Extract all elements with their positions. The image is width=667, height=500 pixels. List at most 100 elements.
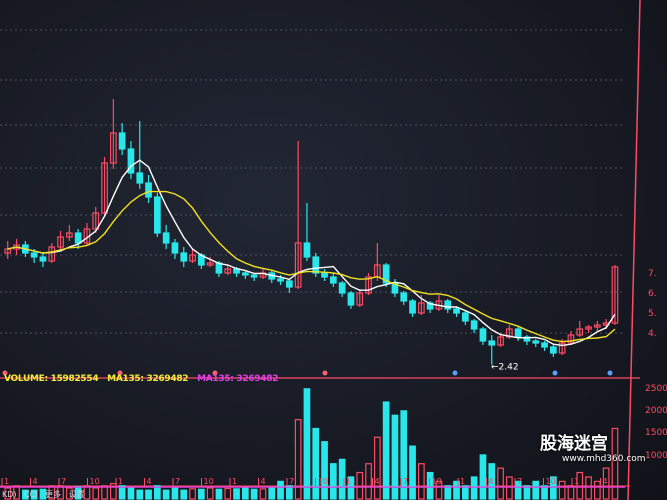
tab-settings[interactable]: 设置 [68, 490, 85, 499]
tab-cci[interactable]: CCI [24, 490, 38, 499]
volume-bar [180, 489, 188, 500]
event-marker [452, 370, 458, 376]
price-tick-label: 7. [648, 269, 657, 279]
ma-long-line [7, 190, 616, 343]
candle-down [312, 256, 320, 274]
candle-down [338, 282, 346, 294]
x-tick-label: 10 [546, 477, 556, 486]
volume-bar [294, 419, 302, 500]
x-tick-label: 4 [147, 477, 152, 486]
x-tick-label: 1 [574, 477, 579, 486]
volume-bar [39, 488, 47, 500]
event-marker [552, 370, 558, 376]
volume-bar [435, 480, 443, 500]
candle-down [409, 300, 416, 314]
volume-bar [356, 471, 364, 500]
volume-bar [523, 485, 531, 500]
volume-bar [136, 489, 144, 500]
tab-more[interactable]: 更多 [45, 490, 62, 499]
candle-down [215, 262, 223, 274]
low-price-annotation: ←2.42 [491, 363, 519, 373]
x-tick-label: 7 [61, 477, 66, 486]
candle-down [242, 272, 249, 276]
candle-down [532, 340, 540, 344]
volume-legend: VOLUME: 15982554 MA135: 3269482 MA135: 3… [4, 374, 284, 384]
candle-down [277, 278, 284, 282]
candle-down [453, 308, 460, 314]
volume-bar [426, 471, 434, 500]
volume-tick-label: 15000 [645, 428, 667, 438]
candle-down [30, 252, 38, 258]
candle-up [101, 162, 108, 214]
candle-up [506, 328, 513, 338]
volume-bar [549, 476, 557, 500]
x-tick-label: 10 [432, 477, 442, 486]
event-marker [607, 370, 613, 376]
ma-short-line [7, 159, 616, 347]
volume-bar [470, 476, 478, 500]
volume-bar [22, 489, 29, 500]
volume-bar [541, 485, 548, 500]
watermark-logo: 股海迷宫 www.mhd360.com [540, 434, 646, 465]
candle-down [330, 276, 337, 284]
watermark-url: www.mhd360.com [562, 454, 646, 464]
candle-down [321, 272, 328, 278]
price-axis-line [627, 0, 641, 500]
volume-ma2-label: MA135: 3269482 [197, 374, 279, 384]
watermark-brand: 股海迷宫 [540, 434, 608, 454]
candle-down [171, 242, 179, 254]
volume-bar [567, 485, 575, 500]
candle-down [462, 312, 469, 322]
x-tick-label: 1 [118, 477, 123, 486]
candle-down [470, 320, 478, 330]
volume-bar [145, 489, 152, 500]
volume-bar [109, 482, 117, 500]
event-marker [2, 370, 8, 376]
volume-bar [365, 463, 372, 500]
volume-bar [532, 480, 540, 500]
volume-bar [611, 427, 619, 500]
tab-kd[interactable]: KD) [2, 490, 17, 499]
indicator-tabs: KD) CCI 更多 设置 [2, 490, 90, 499]
volume-bar [242, 487, 249, 500]
volume-bar [30, 489, 38, 500]
volume-bar [268, 487, 276, 500]
volume-bar [444, 485, 452, 500]
volume-tick-label: 25000 [645, 384, 667, 394]
volume-bar [374, 436, 381, 500]
price-tick-label: 4. [648, 329, 657, 339]
volume-bar [479, 454, 487, 500]
volume-bar [127, 487, 135, 500]
candle-down [549, 346, 557, 354]
candle-down [444, 300, 452, 310]
event-marker [117, 370, 123, 376]
candle-up [92, 212, 100, 230]
volume-bar [101, 485, 108, 500]
candle-down [541, 342, 548, 348]
candle-down [39, 256, 47, 262]
volume-bar [154, 485, 161, 500]
candle-up [558, 342, 566, 354]
volume-bar [400, 410, 408, 500]
x-tick-label: 10 [90, 477, 100, 486]
volume-tick-label: 20000 [645, 406, 667, 416]
volume-bar [83, 485, 91, 500]
x-tick-label: 4 [375, 477, 380, 486]
volume-bar [57, 485, 64, 500]
candle-down [127, 148, 135, 174]
price-tick-label: 6. [648, 289, 657, 299]
volume-tick-label: 10000 [645, 451, 667, 461]
candle-up [109, 132, 117, 164]
volume-bar [92, 487, 100, 500]
candle-down [391, 282, 399, 294]
candle-down [162, 232, 170, 244]
candle-up [567, 334, 575, 344]
x-tick-label: 7 [289, 477, 294, 486]
candle-down [488, 340, 496, 346]
volume-bar [391, 414, 399, 500]
volume-bar [118, 485, 126, 500]
volume-bar [321, 441, 328, 500]
x-tick-label: 1 [4, 477, 9, 486]
x-tick-label: 4 [33, 477, 38, 486]
